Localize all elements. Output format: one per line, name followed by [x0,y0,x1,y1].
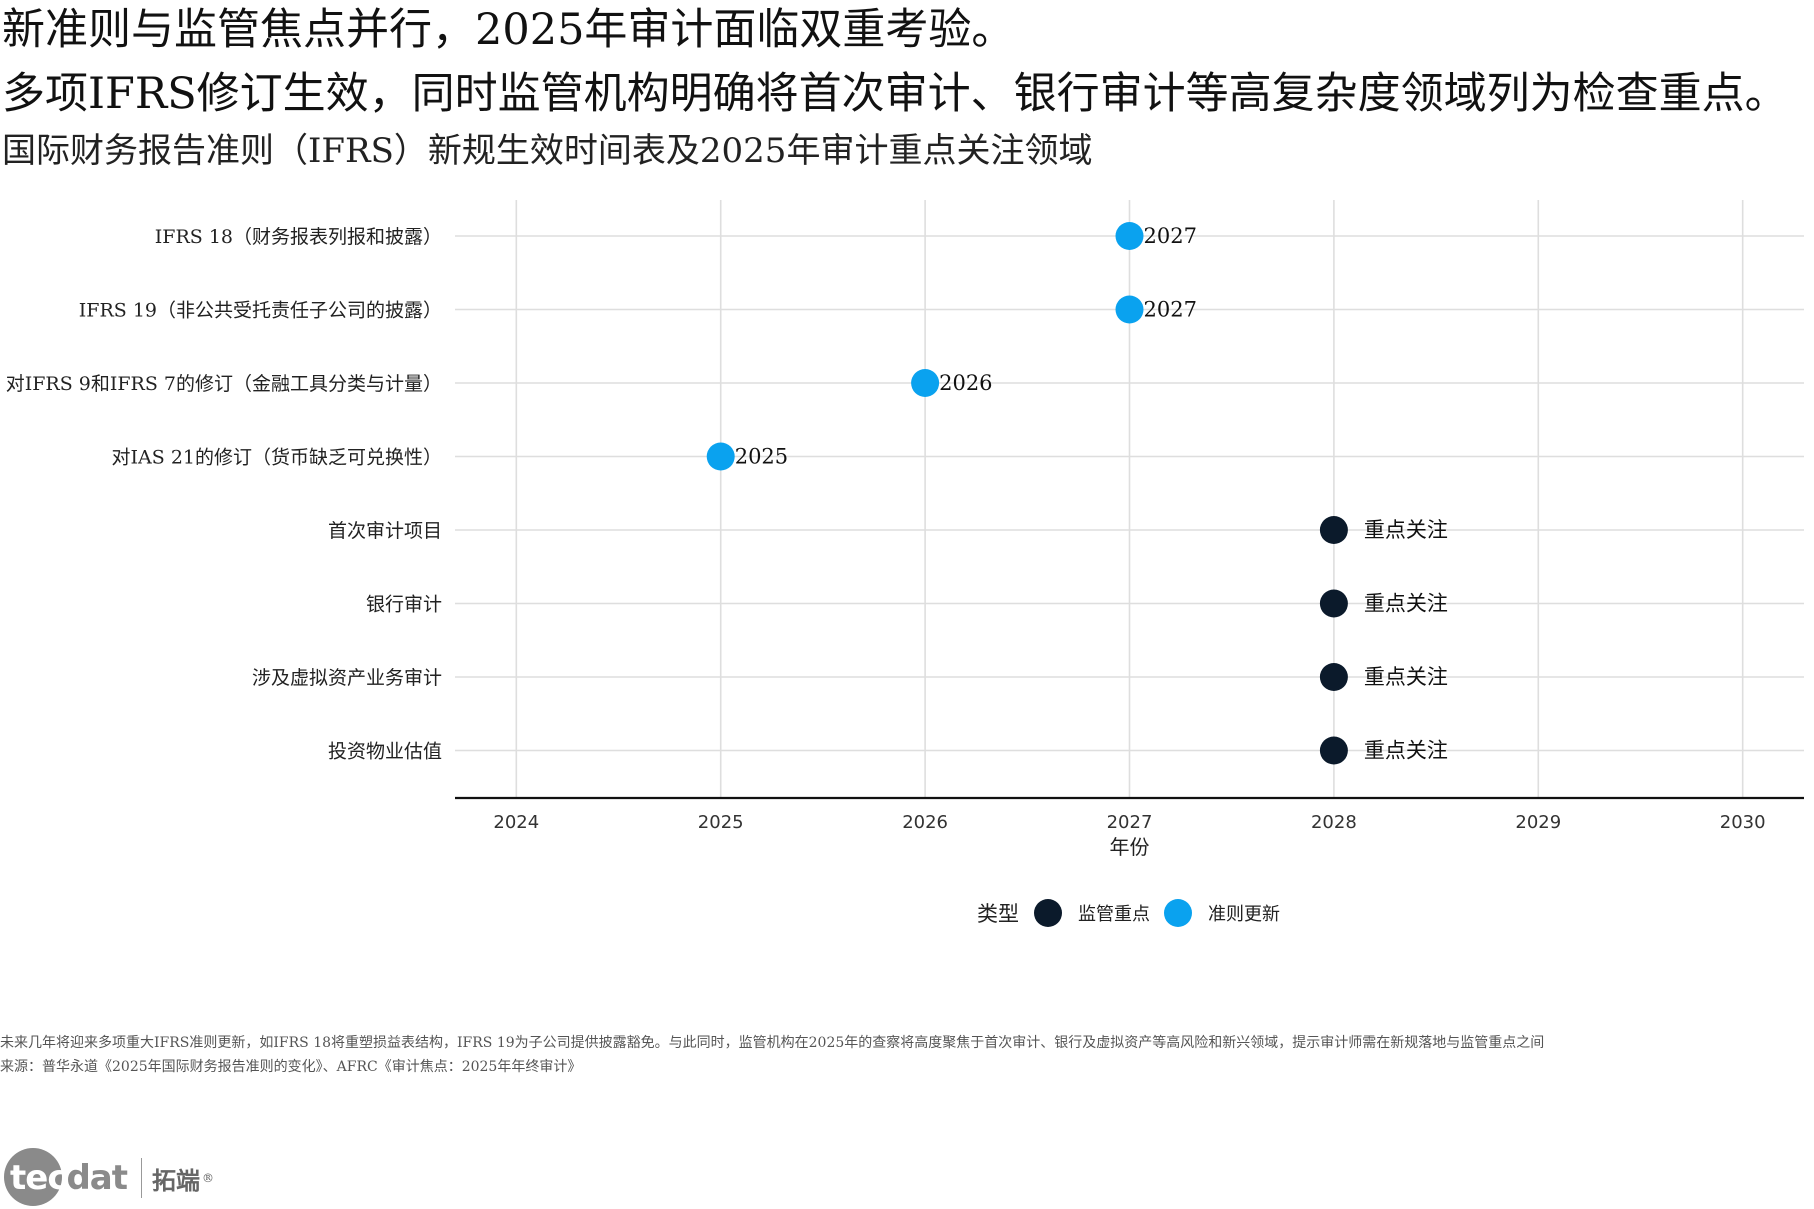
y-tick-label: 银行审计 [366,594,442,616]
y-tick-label: 对IFRS 9和IFRS 7的修订（金融工具分类与计量） [6,373,442,395]
data-point [1319,736,1348,765]
data-label: 2027 [1144,224,1197,248]
y-tick-label: 首次审计项目 [328,520,442,542]
chart-title-line2: 多项IFRS修订生效，同时监管机构明确将首次审计、银行审计等高复杂度领域列为检查… [2,69,1788,119]
data-point [911,369,940,397]
timeline-chart: IFRS 18（财务报表列报和披露） IFRS 19（非公共受托责任子公司的披露）… [6,200,1804,927]
x-tick-label: 2027 [1107,812,1153,833]
brand-logo: tec dat 拓端 ® [4,1148,214,1208]
chart-title-line1: 新准则与监管焦点并行，2025年审计面临双重考验。 [2,5,1015,55]
x-axis-title: 年份 [1110,835,1150,859]
x-tick-label: 2029 [1515,812,1561,833]
y-tick-label: IFRS 19（非公共受托责任子公司的披露） [79,300,442,322]
y-tick-label: 对IAS 21的修订（货币缺乏可兑换性） [112,447,442,469]
data-point [706,442,735,471]
chart-note: 未来几年将迎来多项重大IFRS准则更新，如IFRS 18将重塑损益表结构，IFR… [0,1035,1545,1051]
data-label: 重点关注 [1364,592,1448,616]
data-point [1115,295,1144,324]
data-label: 重点关注 [1364,665,1448,689]
chart-subtitle: 国际财务报告准则（IFRS）新规生效时间表及2025年审计重点关注领域 [2,131,1093,171]
y-tick-label: IFRS 18（财务报表列报和披露） [155,226,442,248]
logo-divider [141,1158,143,1198]
logo-circle-icon [4,1148,62,1206]
legend-marker [1164,899,1192,927]
logo-text-dat: dat [66,1158,128,1198]
data-point [1319,589,1348,618]
logo-text-tec: tec [10,1158,67,1198]
data-point [1115,222,1144,250]
data-label: 2026 [939,371,992,395]
legend-label: 准则更新 [1208,904,1280,925]
data-label: 2025 [735,445,788,469]
y-tick-label: 投资物业估值 [328,741,442,763]
x-tick-label: 2026 [902,812,948,833]
data-label: 重点关注 [1364,739,1448,763]
data-point [1319,663,1348,691]
legend-marker [1034,899,1062,927]
x-tick-label: 2030 [1720,812,1766,833]
legend-title: 类型 [977,902,1019,926]
legend-label: 监管重点 [1078,904,1150,925]
y-tick-label: 涉及虚拟资产业务审计 [252,667,442,689]
logo-registered-mark: ® [202,1171,215,1185]
data-label: 重点关注 [1364,518,1448,542]
x-tick-label: 2025 [698,812,744,833]
logo-text-cn: 拓端 [152,1166,201,1195]
x-tick-label: 2024 [493,812,539,833]
chart-source: 来源：普华永道《2025年国际财务报告准则的变化》、AFRC《审计焦点：2025… [0,1059,582,1075]
x-tick-label: 2028 [1311,812,1357,833]
data-label: 2027 [1144,298,1197,322]
data-point [1319,516,1348,544]
